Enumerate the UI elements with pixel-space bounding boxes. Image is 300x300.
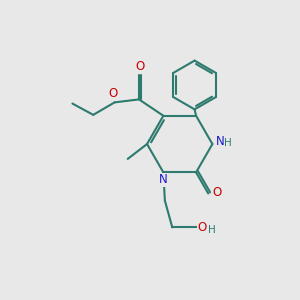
Text: H: H [208, 225, 215, 235]
Text: N: N [159, 173, 168, 186]
Text: H: H [224, 139, 232, 148]
Text: O: O [212, 186, 221, 200]
Text: N: N [215, 135, 224, 148]
Text: O: O [197, 221, 207, 235]
Text: O: O [135, 60, 144, 73]
Text: O: O [109, 87, 118, 100]
